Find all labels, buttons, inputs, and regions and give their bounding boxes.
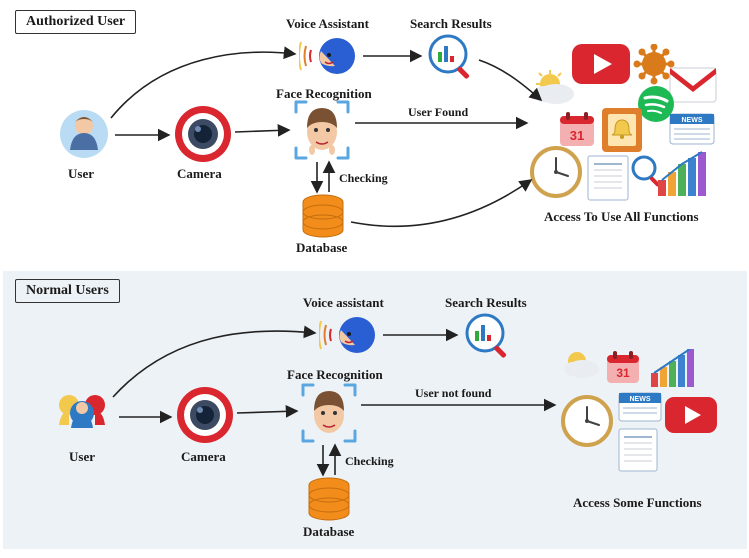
database-icon [299,194,347,240]
access-all-cluster-icon: 31 NEWS [530,44,720,204]
search-results-icon-n [463,311,513,361]
camera-icon [173,104,233,164]
calendar-day-text: 31 [570,128,584,143]
voice-assistant-icon-n [319,311,379,363]
edge-label-user-found: User Found [408,105,468,119]
label-database-n: Database [303,524,354,540]
label-face-recognition-n: Face Recognition [287,367,383,383]
label-camera-n: Camera [181,449,226,465]
label-voice-assistant: Voice Assistant [286,16,369,32]
voice-assistant-icon [299,32,359,84]
label-access-all: Access To Use All Functions [544,209,699,225]
label-voice-assistant-n: Voice assistant [303,295,384,311]
label-access-some: Access Some Functions [573,495,702,511]
label-database: Database [296,240,347,256]
face-recognition-icon-n [301,383,357,443]
database-icon-n [305,477,353,523]
label-user: User [68,166,94,182]
news-text: NEWS [682,117,703,124]
news-text-n: NEWS [630,396,651,403]
edge-label-user-not-found: User not found [415,386,492,400]
camera-icon-n [175,385,235,445]
user-group-icon [51,387,115,443]
label-search-results-n: Search Results [445,295,527,311]
section-title-authorized: Authorized User [15,10,136,34]
label-user-n: User [69,449,95,465]
search-results-icon [426,32,476,82]
user-icon [58,108,110,160]
label-camera: Camera [177,166,222,182]
calendar-day-text-n: 31 [616,366,630,380]
label-search-results: Search Results [410,16,492,32]
section-title-normal: Normal Users [15,279,120,303]
panel-normal: Normal Users User Camera Voice assistant… [3,271,747,549]
access-some-cluster-icon: 31 NEWS [561,349,731,491]
panel-authorized: Authorized User User Camera Voice Assist… [3,4,743,271]
edge-label-checking-n: Checking [345,454,394,468]
edge-label-checking: Checking [339,171,388,185]
face-recognition-icon [294,100,350,160]
